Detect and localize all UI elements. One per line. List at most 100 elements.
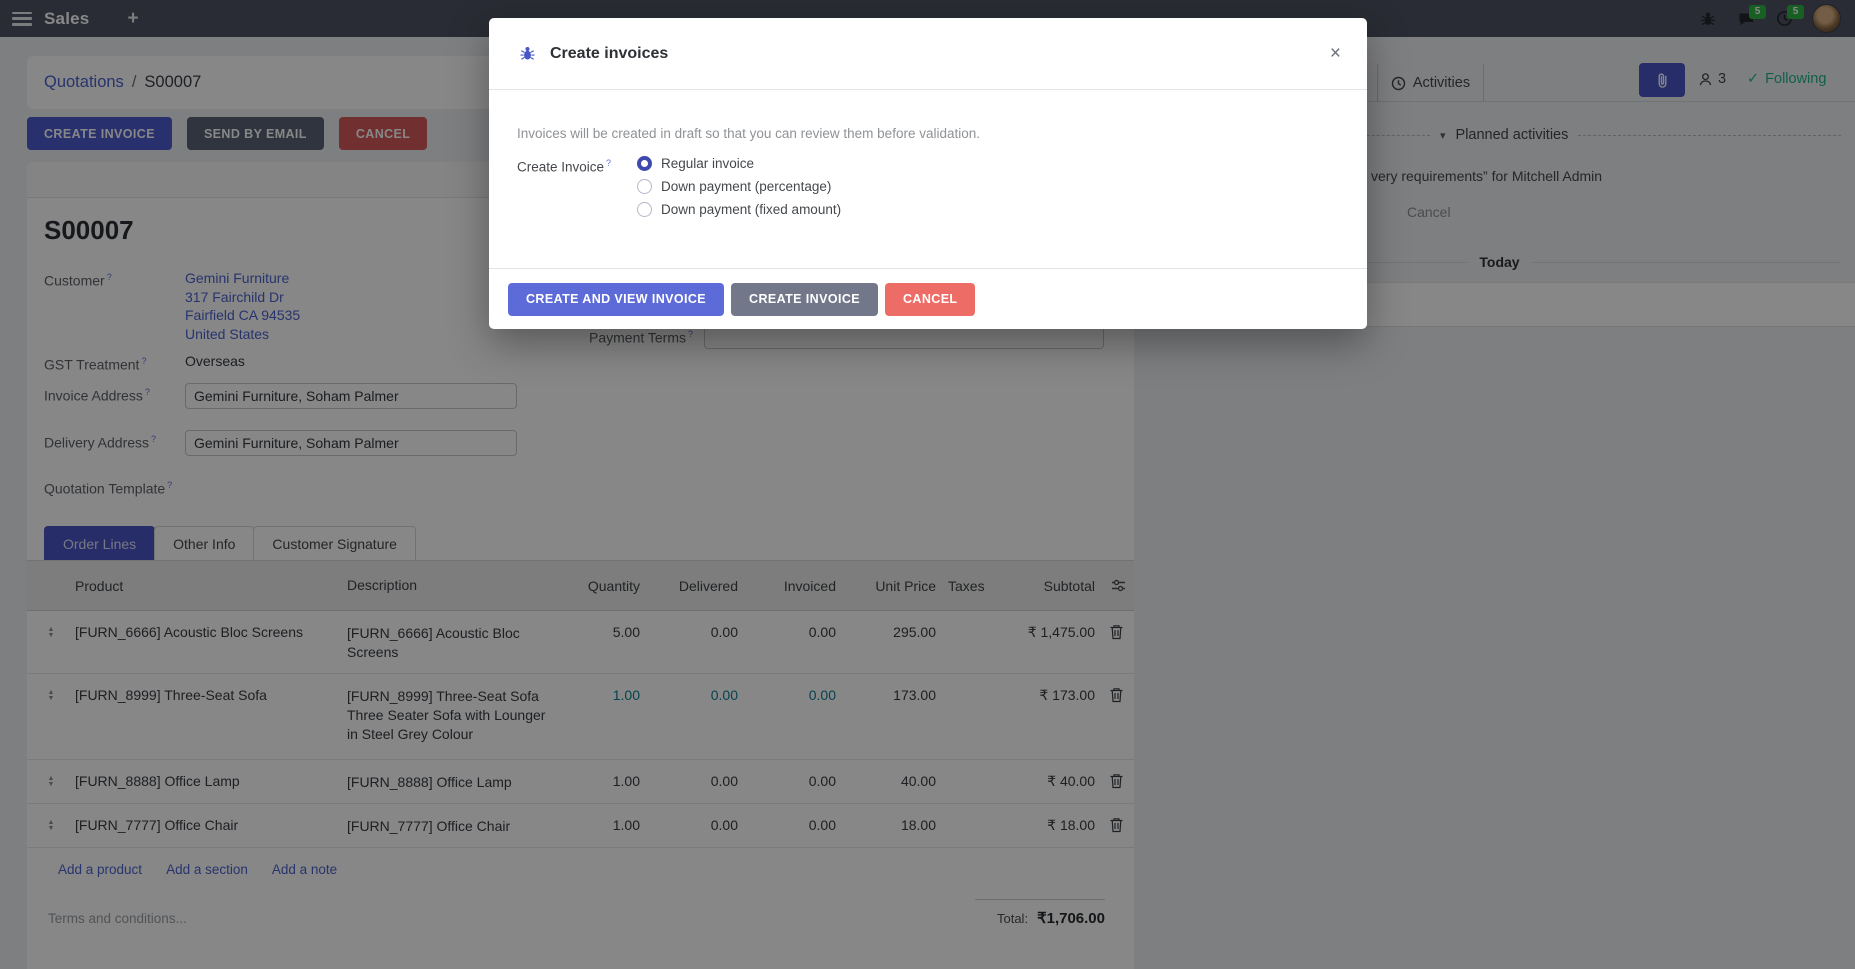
cell-unit-price[interactable]: 18.00 <box>900 817 936 833</box>
create-and-view-invoice-button[interactable]: CREATE AND VIEW INVOICE <box>508 282 725 316</box>
table-footer-links: Add a product Add a section Add a note <box>27 848 1134 877</box>
order-lines-header: Product Description Quantity Delivered I… <box>27 561 1134 611</box>
order-line-row[interactable]: ▲ ▼ [FURN_8999] Three-Seat Sofa [FURN_899… <box>27 674 1134 760</box>
customer-country-link[interactable]: United States <box>185 325 270 342</box>
following-button[interactable]: ✓ Following <box>1747 71 1827 87</box>
breadcrumb-current: S00007 <box>144 73 202 91</box>
col-quantity[interactable]: Quantity <box>587 577 640 594</box>
order-line-row[interactable]: ▲ ▼ [FURN_8888] Office Lamp [FURN_8888] O… <box>27 760 1134 804</box>
col-product[interactable]: Product <box>75 577 124 594</box>
drag-handle-icon[interactable]: ▲ ▼ <box>47 775 55 788</box>
help-icon: ? <box>151 434 157 445</box>
col-subtotal[interactable]: Subtotal <box>1043 577 1095 594</box>
attachments-button[interactable] <box>1639 63 1685 97</box>
cell-subtotal: ₹ 1,475.00 <box>1027 624 1095 640</box>
cell-product[interactable]: [FURN_8999] Three-Seat Sofa <box>75 687 267 703</box>
add-note-link[interactable]: Add a note <box>271 862 338 877</box>
total-value: ₹1,706.00 <box>1037 910 1105 927</box>
total-label: Total: <box>996 911 1029 926</box>
cell-product[interactable]: [FURN_8888] Office Lamp <box>75 773 240 789</box>
messages-icon[interactable]: 5 <box>1736 4 1766 29</box>
activities-button[interactable]: Activities <box>1377 64 1484 102</box>
gst-treatment-value: Overseas <box>185 353 245 369</box>
collapse-caret-icon[interactable]: ▾ <box>1440 129 1446 142</box>
customer-street-link[interactable]: 317 Fairchild Dr <box>185 288 284 305</box>
cell-unit-price[interactable]: 40.00 <box>900 773 936 789</box>
delete-line-icon[interactable] <box>1109 624 1124 640</box>
radio-selected-icon[interactable] <box>637 156 652 171</box>
cell-product[interactable]: [FURN_7777] Office Chair <box>75 817 239 833</box>
cell-quantity[interactable]: 1.00 <box>612 817 640 833</box>
breadcrumb-quotations-link[interactable]: Quotations <box>44 73 124 91</box>
terms-placeholder[interactable]: Terms and conditions... <box>48 911 187 926</box>
user-avatar[interactable] <box>1812 4 1841 33</box>
order-line-row[interactable]: ▲ ▼ [FURN_6666] Acoustic Bloc Screens [FU… <box>27 611 1134 674</box>
activity-summary: very requirements” for Mitchell Admin <box>1371 168 1603 184</box>
col-invoiced[interactable]: Invoiced <box>783 577 836 594</box>
breadcrumb-separator: / <box>131 73 137 91</box>
col-description[interactable]: Description <box>347 577 418 593</box>
cancel-order-button[interactable]: CANCEL <box>338 117 428 150</box>
cell-quantity[interactable]: 5.00 <box>612 624 640 640</box>
add-section-link[interactable]: Add a section <box>166 862 248 877</box>
tab-other-info[interactable]: Other Info <box>154 526 255 560</box>
cell-description[interactable]: [FURN_6666] Acoustic Bloc Screens <box>347 625 520 660</box>
drag-handle-icon[interactable]: ▲ ▼ <box>47 626 55 639</box>
cell-subtotal: ₹ 40.00 <box>1047 773 1095 789</box>
apps-menu-icon[interactable] <box>12 11 32 26</box>
invoice-address-input[interactable] <box>185 382 517 409</box>
radio-down-payment-fixed[interactable]: Down payment (fixed amount) <box>637 202 841 217</box>
app-name[interactable]: Sales <box>44 8 90 28</box>
drag-handle-icon[interactable]: ▲ ▼ <box>47 819 55 832</box>
debug-bug-icon[interactable] <box>1698 9 1718 29</box>
followers-button[interactable]: 3 <box>1698 71 1726 87</box>
delete-line-icon[interactable] <box>1109 773 1124 789</box>
order-line-row[interactable]: ▲ ▼ [FURN_7777] Office Chair [FURN_7777] … <box>27 804 1134 848</box>
radio-unselected-icon[interactable] <box>637 202 652 217</box>
tab-order-lines[interactable]: Order Lines <box>44 526 156 560</box>
cell-invoiced: 0.00 <box>808 624 836 640</box>
cell-description[interactable]: [FURN_8888] Office Lamp <box>347 774 512 790</box>
optional-columns-icon[interactable] <box>1111 578 1126 593</box>
planned-activities-label[interactable]: Planned activities <box>1455 127 1569 143</box>
create-invoice-modal-button[interactable]: CREATE INVOICE <box>731 282 878 316</box>
help-icon: ? <box>144 387 150 398</box>
header-action-buttons: CREATE INVOICE SEND BY EMAIL CANCEL <box>27 117 428 150</box>
cell-description[interactable]: [FURN_8999] Three-Seat Sofa Three Seater… <box>347 688 546 742</box>
add-product-link[interactable]: Add a product <box>58 862 143 877</box>
cell-product[interactable]: [FURN_6666] Acoustic Bloc Screens <box>75 624 303 640</box>
help-icon: ? <box>606 158 612 168</box>
cell-quantity[interactable]: 1.00 <box>612 687 640 703</box>
col-unit-price[interactable]: Unit Price <box>875 577 936 594</box>
cell-quantity[interactable]: 1.00 <box>612 773 640 789</box>
delivery-address-input[interactable] <box>185 429 517 456</box>
col-delivered[interactable]: Delivered <box>678 577 738 594</box>
invoice-address-label: Invoice Address? <box>44 387 150 404</box>
create-invoice-field-label: Create Invoice? <box>517 158 612 175</box>
customer-city-link[interactable]: Fairfield CA 94535 <box>185 307 301 323</box>
activity-cancel-button[interactable]: Cancel <box>1407 204 1451 220</box>
cancel-modal-button[interactable]: CANCEL <box>884 282 976 316</box>
help-icon: ? <box>106 272 112 282</box>
activities-clock-icon[interactable]: 5 <box>1774 4 1804 29</box>
followers-count: 3 <box>1718 71 1727 87</box>
radio-down-payment-percentage[interactable]: Down payment (percentage) <box>637 179 841 194</box>
close-icon[interactable]: × <box>1329 43 1341 64</box>
cell-unit-price[interactable]: 173.00 <box>893 687 936 703</box>
radio-regular-invoice[interactable]: Regular invoice <box>637 156 841 171</box>
cell-description[interactable]: [FURN_7777] Office Chair <box>347 818 511 834</box>
new-tab-plus-icon[interactable]: + <box>127 7 139 29</box>
tab-customer-signature[interactable]: Customer Signature <box>253 526 416 560</box>
drag-handle-icon[interactable]: ▲ ▼ <box>47 689 55 702</box>
delete-line-icon[interactable] <box>1109 687 1124 703</box>
cell-invoiced: 0.00 <box>808 773 836 789</box>
radio-unselected-icon[interactable] <box>637 179 652 194</box>
cell-unit-price[interactable]: 295.00 <box>893 624 936 640</box>
customer-name-link[interactable]: Gemini Furniture <box>185 270 290 286</box>
customer-value: Gemini Furniture 317 Fairchild Dr Fairfi… <box>185 269 300 343</box>
create-invoice-button[interactable]: CREATE INVOICE <box>27 117 172 150</box>
delete-line-icon[interactable] <box>1109 817 1124 833</box>
send-by-email-button[interactable]: SEND BY EMAIL <box>186 117 324 150</box>
col-taxes[interactable]: Taxes <box>948 577 985 594</box>
